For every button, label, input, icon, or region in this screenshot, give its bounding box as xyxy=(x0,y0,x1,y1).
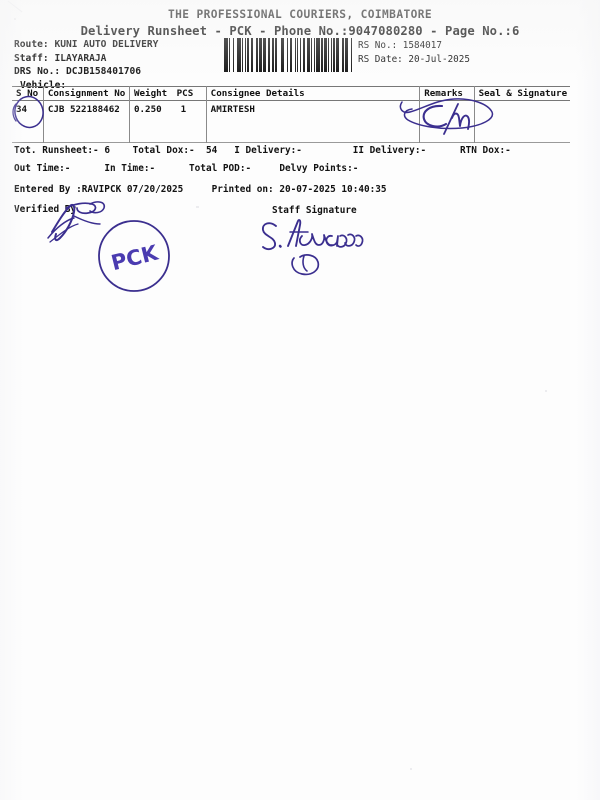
rs-no-value: 1584017 xyxy=(402,40,442,51)
col-header-consignee-details: Consignee Details xyxy=(206,86,421,101)
table-body: 34 CJB 522188462 0.250 1 AMIRTESH xyxy=(12,100,570,143)
rs-no-row: RS No.: 1584017 xyxy=(358,39,470,53)
col-header-seal-signature: Seal & Signature xyxy=(478,88,568,99)
scan-artifact xyxy=(196,206,199,208)
cell-pcs: 1 xyxy=(172,100,207,143)
cell-consignment-no: CJB 522188462 xyxy=(43,100,130,143)
entered-by-label: Entered By : xyxy=(14,184,82,195)
col-header-remarks: Remarks xyxy=(419,86,475,101)
total-dox-value: 54 xyxy=(205,145,218,156)
route-label: Route: xyxy=(14,39,49,50)
rs-date-row: RS Date: 20-Jul-2025 xyxy=(358,53,470,67)
verified-by-label: Verified By xyxy=(14,204,77,215)
tot-runsheet-label: Tot. Runsheet:- xyxy=(14,145,99,156)
route-value: KUNI AUTO DELIVERY xyxy=(54,39,159,50)
staff-label: Staff: xyxy=(14,52,49,64)
cell-seal-signature xyxy=(474,101,570,143)
vehicle-row: Vehicle: xyxy=(14,79,158,93)
company-title: THE PROFESSIONAL COURIERS, COIMBATORE xyxy=(167,8,432,21)
col-header-weight: Weight xyxy=(133,88,168,99)
document-subtitle: Delivery Runsheet - PCK - Phone No.:9047… xyxy=(80,24,520,38)
cell-weight: 0.250 xyxy=(133,104,162,115)
table-header: S No Consignment No Weight PCS Consignee… xyxy=(12,86,570,101)
tot-runsheet-value: 6 xyxy=(104,145,110,156)
scan-artifact xyxy=(14,18,16,20)
totals-row-secondary: Out Time:- In Time:- Total POD:- Delvy P… xyxy=(14,163,358,174)
rs-date-label: RS Date: xyxy=(358,53,403,65)
printed-on-label: Printed on: xyxy=(211,184,274,195)
consignment-table: S No Consignment No Weight PCS Consignee… xyxy=(12,86,570,143)
table-row: 34 CJB 522188462 0.250 1 AMIRTESH xyxy=(12,100,570,143)
totals-row-primary: Tot. Runsheet:- 6 Total Dox:- 54 I Deliv… xyxy=(14,145,511,156)
runsheet-barcode xyxy=(224,38,354,72)
rs-no-label: RS No.: xyxy=(358,40,398,51)
col-header-consignment-no: Consignment No xyxy=(43,86,130,101)
cell-consignee-details: AMIRTESH xyxy=(206,100,421,143)
staff-signature-ink xyxy=(258,216,388,280)
total-dox-label: Total Dox:- xyxy=(132,145,195,156)
header-meta-right: RS No.: 1584017 RS Date: 20-Jul-2025 xyxy=(358,39,470,66)
table-header-row: S No Consignment No Weight PCS Consignee… xyxy=(12,86,570,101)
rtn-dox-label: RTN Dox:- xyxy=(459,145,511,156)
drs-value: DCJB158401706 xyxy=(66,66,142,78)
cell-remarks xyxy=(419,100,475,143)
vehicle-label: Vehicle: xyxy=(20,79,67,91)
print-info-line: Entered By :RAVIPCK 07/20/2025 Printed o… xyxy=(14,184,387,195)
col-header-s-no: S No xyxy=(12,86,44,101)
pck-stamp: PCK xyxy=(96,218,172,294)
staff-signature-label: Staff Signature xyxy=(272,205,357,216)
drs-row: DRS No.: DCJB158401706 xyxy=(14,65,158,79)
cell-s-no: 34 xyxy=(12,100,44,143)
total-pod-label: Total POD:- xyxy=(189,163,252,174)
header-meta-left: Route: KUNI AUTO DELIVERY Staff: ILAYARA… xyxy=(14,38,158,92)
printed-on-value: 20-07-2025 10:40:35 xyxy=(279,184,387,195)
entered-by-value: RAVIPCK 07/20/2025 xyxy=(81,184,184,195)
scan-artifact xyxy=(410,768,412,770)
rs-date-value: 20-Jul-2025 xyxy=(408,53,470,65)
ii-delivery-label: II Delivery:- xyxy=(352,145,427,156)
staff-row: Staff: ILAYARAJA xyxy=(14,52,158,66)
route-row: Route: KUNI AUTO DELIVERY xyxy=(14,38,158,52)
delvy-points-label: Delvy Points:- xyxy=(279,163,359,174)
col-header-pcs: PCS xyxy=(172,86,207,101)
staff-value: ILAYARAJA xyxy=(54,52,107,64)
scan-artifact xyxy=(545,390,547,392)
drs-label: DRS No.: xyxy=(14,66,61,78)
out-time-label: Out Time:- xyxy=(14,163,71,174)
i-delivery-label: I Delivery:- xyxy=(234,145,302,156)
svg-text:PCK: PCK xyxy=(109,240,161,275)
in-time-label: In Time:- xyxy=(104,163,156,174)
